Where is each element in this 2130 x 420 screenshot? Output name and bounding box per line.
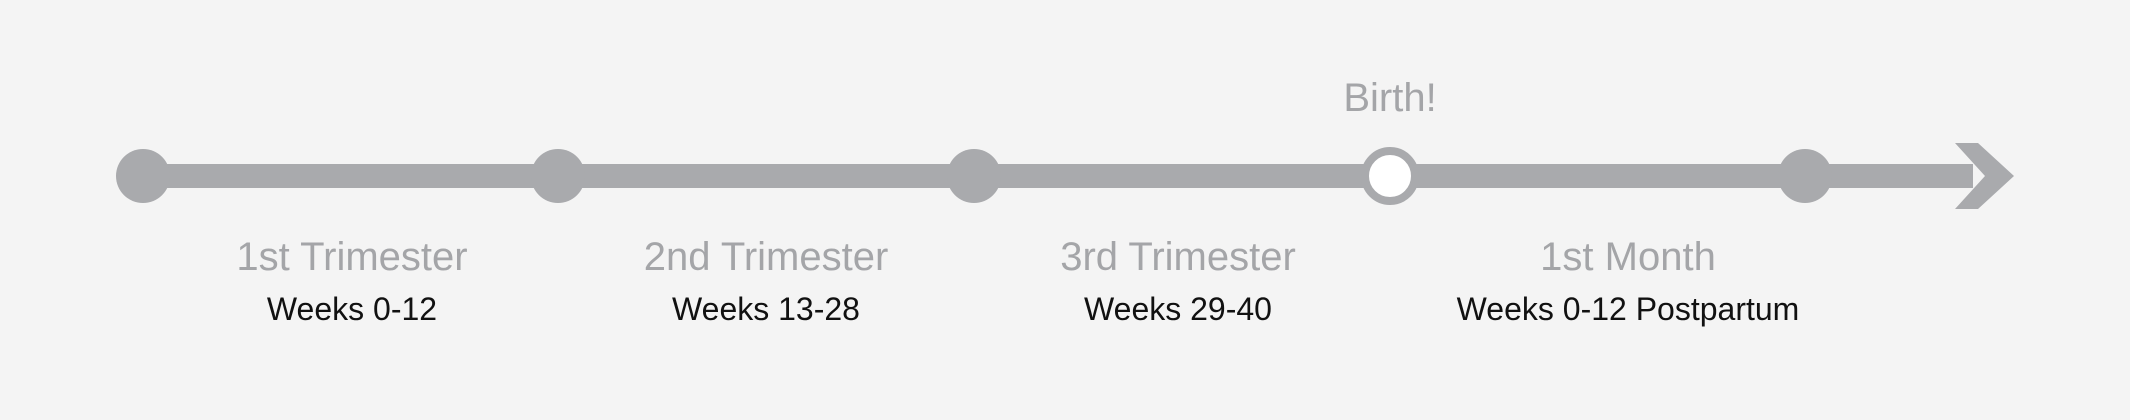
timeline-node-5 xyxy=(1778,149,1832,203)
segment-title-2: 2nd Trimester xyxy=(643,235,889,279)
segment-title-4: 1st Month xyxy=(1540,235,1716,279)
segment-title-1: 1st Trimester xyxy=(236,235,468,279)
segment-title-3: 3rd Trimester xyxy=(1060,235,1296,279)
timeline-node-1 xyxy=(116,149,170,203)
segment-subtitle-3: Weeks 29-40 xyxy=(1084,291,1272,327)
timeline-arrow-head xyxy=(1955,143,2014,209)
timeline-node-birth xyxy=(1361,147,1419,205)
segment-subtitle-1: Weeks 0-12 xyxy=(266,291,438,327)
segment-subtitle-4: Weeks 0-12 Postpartum xyxy=(1456,291,1800,327)
birth-milestone-label: Birth! xyxy=(1343,76,1437,120)
segment-subtitle-2: Weeks 13-28 xyxy=(672,291,860,327)
timeline-line xyxy=(143,164,1973,188)
timeline-node-3 xyxy=(947,149,1001,203)
timeline-node-2 xyxy=(531,149,585,203)
